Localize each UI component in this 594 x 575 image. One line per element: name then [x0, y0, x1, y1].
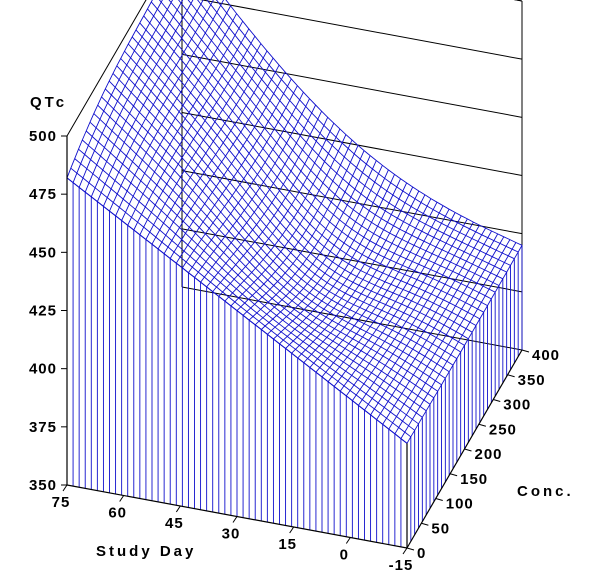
- mesh-line-day: [139, 35, 256, 235]
- x-tick-mark: [289, 526, 295, 534]
- mesh-line-conc: [124, 50, 465, 346]
- mesh-line-conc: [197, 0, 511, 266]
- mesh-line-day: [358, 221, 474, 406]
- front-top-edge: [66, 177, 408, 444]
- y-tick-mark: [464, 448, 472, 452]
- gridline-z-450: [181, 53, 523, 118]
- z-tick-label: 375: [29, 419, 57, 436]
- y-tick-label: 100: [446, 496, 474, 513]
- mesh-line-conc: [97, 104, 438, 392]
- left-wall-top-edge: [66, 0, 147, 137]
- mesh-line-conc: [116, 65, 458, 359]
- x-tick-label: 75: [52, 494, 71, 511]
- mesh-line-conc: [131, 36, 473, 333]
- mesh-line-conc: [82, 139, 423, 418]
- z-tick-label: 425: [29, 303, 57, 320]
- y-tick-label: 400: [532, 347, 560, 364]
- x-tick-mark: [402, 547, 408, 555]
- mesh-line-conc: [168, 0, 500, 286]
- mesh-line-conc: [78, 148, 419, 425]
- mesh-line-conc: [104, 88, 446, 379]
- y-tick-mark: [507, 374, 515, 378]
- gridline-z-400: [181, 170, 523, 235]
- gridline-z-500: [513, 0, 523, 2]
- mesh-line-day: [297, 186, 414, 359]
- z-tick-label: 400: [29, 361, 57, 378]
- y-tick-label: 250: [489, 421, 517, 438]
- y-tick-mark: [406, 547, 415, 551]
- z-tick-label: 350: [29, 477, 57, 494]
- mesh-line-conc: [89, 121, 431, 405]
- y-tick-label: 150: [460, 471, 488, 488]
- mesh-line-conc: [85, 130, 427, 412]
- mesh-line-conc: [150, 1, 492, 300]
- mesh-line-conc: [112, 73, 454, 366]
- mesh-line-day: [376, 230, 492, 420]
- gridline-z-475: [199, 0, 523, 60]
- mesh-line-day: [90, 0, 194, 197]
- y-tick-mark: [435, 498, 443, 501]
- x-tick-label: 30: [222, 526, 241, 543]
- mesh-line-conc: [225, 0, 523, 246]
- y-tick-label: 350: [518, 372, 546, 389]
- mesh-line-day: [388, 236, 505, 430]
- y-tick-label: 0: [417, 545, 426, 562]
- front-face: [66, 177, 523, 548]
- mesh-line-conc: [135, 29, 477, 326]
- mesh-line-day: [254, 155, 371, 326]
- mesh-line-conc: [139, 22, 481, 320]
- mesh-line-conc: [215, 0, 519, 253]
- z-axis-label: QTc: [30, 94, 67, 111]
- tick-labels: 35037540042545047550075604530150-1505010…: [29, 128, 560, 574]
- mesh-line-conc: [147, 8, 488, 306]
- mesh-line-conc: [127, 43, 469, 340]
- mesh-line-conc: [74, 158, 415, 431]
- mesh-line-conc: [70, 167, 412, 438]
- y-tick-mark: [521, 349, 530, 353]
- mesh-line-conc: [120, 58, 461, 353]
- x-tick-mark: [175, 505, 181, 513]
- mesh-line-conc: [101, 96, 442, 386]
- mesh-line-conc: [158, 0, 496, 293]
- mesh-line-conc: [178, 0, 504, 280]
- x-tick-mark: [232, 516, 238, 523]
- x-tick-label: -15: [389, 557, 414, 574]
- y-tick-label: 200: [475, 446, 503, 463]
- x-axis-label: Study Day: [96, 543, 196, 560]
- y-axis-label: Conc.: [517, 483, 574, 500]
- mesh-line-conc: [143, 15, 484, 313]
- x-tick-mark: [345, 537, 351, 544]
- gridline-z-375: [181, 228, 523, 293]
- mesh-line-day: [66, 0, 153, 179]
- mesh-line-day: [102, 0, 214, 207]
- gridline-z-425: [181, 112, 523, 176]
- mesh-line-day: [303, 190, 420, 364]
- z-tick-label: 450: [29, 244, 57, 261]
- z-tick-label: 475: [29, 186, 57, 203]
- y-tick-mark: [493, 399, 501, 402]
- x-tick-mark: [62, 484, 68, 492]
- mesh-line-conc: [206, 0, 515, 260]
- x-tick-label: 60: [108, 505, 127, 522]
- mesh-line-conc: [187, 0, 507, 273]
- y-tick-mark: [449, 473, 458, 477]
- right-wall-top-edge: [513, 0, 523, 2]
- y-tick-label: 50: [431, 520, 450, 537]
- x-tick-mark: [119, 495, 125, 502]
- surface-mesh: [66, 0, 523, 444]
- x-tick-label: 45: [165, 515, 184, 532]
- y-tick-mark: [421, 522, 429, 526]
- mesh-line-day: [352, 218, 468, 401]
- y-tick-mark: [478, 423, 487, 427]
- mesh-line-conc: [108, 80, 450, 373]
- x-tick-label: 15: [278, 536, 297, 553]
- z-tick-label: 500: [29, 128, 57, 145]
- mesh-line-day: [382, 233, 499, 425]
- y-tick-label: 300: [503, 397, 531, 414]
- mesh-line-conc: [93, 113, 435, 399]
- x-tick-label: 0: [340, 547, 349, 564]
